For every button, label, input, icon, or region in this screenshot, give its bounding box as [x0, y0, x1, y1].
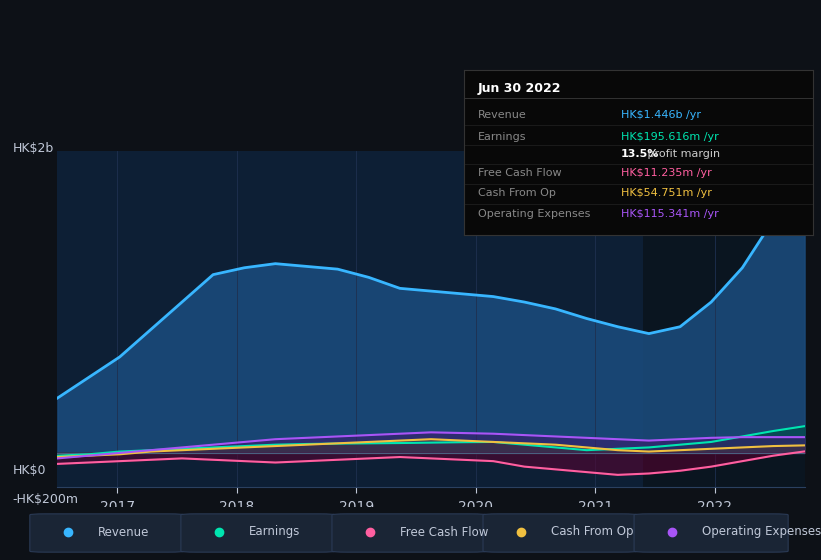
FancyBboxPatch shape — [634, 514, 788, 552]
Text: 13.5%: 13.5% — [621, 150, 659, 159]
Text: Earnings: Earnings — [478, 132, 526, 142]
Text: HK$115.341m /yr: HK$115.341m /yr — [621, 209, 718, 219]
Text: Operating Expenses: Operating Expenses — [478, 209, 590, 219]
FancyBboxPatch shape — [483, 514, 637, 552]
Text: HK$54.751m /yr: HK$54.751m /yr — [621, 188, 712, 198]
Text: Revenue: Revenue — [478, 110, 526, 120]
Text: Earnings: Earnings — [249, 525, 300, 539]
Text: Free Cash Flow: Free Cash Flow — [478, 168, 562, 178]
Text: HK$1.446b /yr: HK$1.446b /yr — [621, 110, 701, 120]
Text: HK$11.235m /yr: HK$11.235m /yr — [621, 168, 712, 178]
Text: -HK$200m: -HK$200m — [12, 493, 78, 506]
FancyBboxPatch shape — [332, 514, 486, 552]
Text: profit margin: profit margin — [644, 150, 720, 159]
FancyBboxPatch shape — [181, 514, 335, 552]
Bar — [643, 151, 821, 487]
Text: HK$195.616m /yr: HK$195.616m /yr — [621, 132, 718, 142]
Text: Free Cash Flow: Free Cash Flow — [400, 525, 488, 539]
Text: Revenue: Revenue — [98, 525, 149, 539]
Bar — [57, 151, 643, 487]
Text: HK$0: HK$0 — [12, 464, 46, 477]
Text: Cash From Op: Cash From Op — [551, 525, 634, 539]
Text: HK$2b: HK$2b — [12, 142, 53, 155]
Text: Operating Expenses: Operating Expenses — [702, 525, 821, 539]
Text: Cash From Op: Cash From Op — [478, 188, 556, 198]
FancyBboxPatch shape — [30, 514, 184, 552]
Text: Jun 30 2022: Jun 30 2022 — [478, 82, 562, 95]
